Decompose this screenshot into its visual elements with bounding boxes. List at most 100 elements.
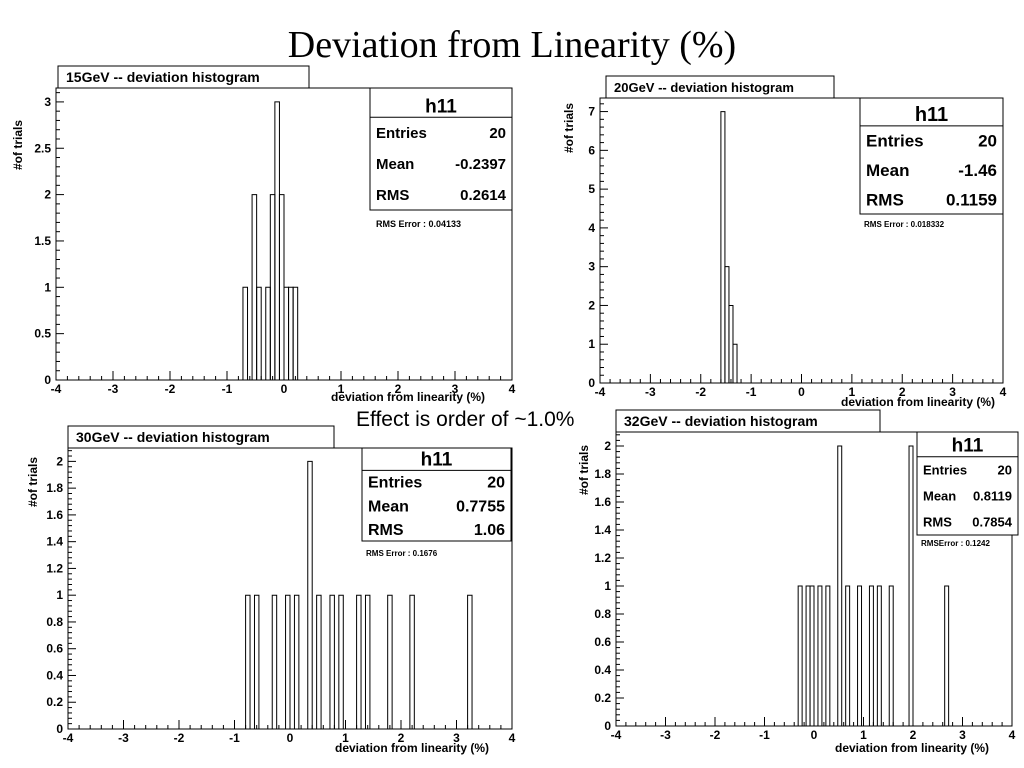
y-tick-label: 0.5: [34, 327, 51, 341]
y-tick-label: 2: [56, 454, 63, 468]
y-tick-label: 3: [588, 260, 595, 274]
title-box: [615, 409, 881, 433]
x-tick-label: -1: [222, 382, 233, 396]
y-tick-label: 0.2: [46, 695, 63, 709]
stats-name: h11: [915, 104, 948, 126]
x-axis-ticks: [615, 717, 1013, 726]
x-tick-label: -3: [118, 731, 129, 745]
histogram-bar: [409, 594, 415, 729]
y-tick-label: 1.4: [46, 535, 63, 549]
effect-note: Effect is order of ~1.0%: [356, 408, 575, 431]
histogram-bins: [720, 111, 738, 383]
y-tick-label: 1.8: [46, 481, 63, 495]
y-tick-label: 1.2: [594, 551, 611, 565]
stats-name: h11: [952, 436, 984, 457]
stats-mean-label: Mean: [923, 488, 956, 503]
stats-rms-value: 0.7854: [972, 515, 1013, 530]
histogram-bar: [245, 594, 251, 729]
y-tick-label: 1: [588, 337, 595, 351]
x-tick-label: -4: [611, 728, 622, 742]
x-tick-label: 4: [509, 382, 516, 396]
y-tick-label: 7: [588, 105, 595, 119]
y-axis-label: #of trials: [11, 120, 25, 170]
y-tick-label: 0.6: [594, 635, 611, 649]
x-tick-label: 0: [287, 731, 294, 745]
stats-entries-label: Entries: [866, 131, 924, 150]
stats-rms-label: RMS: [866, 190, 904, 209]
x-tick-label: -4: [51, 382, 62, 396]
title-box: [605, 75, 835, 99]
x-tick-label: -2: [174, 731, 185, 745]
y-axis-ticks: [68, 450, 76, 730]
y-tick-label: 2: [604, 439, 611, 453]
histogram-bins: [797, 445, 950, 726]
y-tick-label: 1: [56, 588, 63, 602]
histogram-32gev: -4 -3 -2 -1 0 1 2 3 4 0 0.2 0.4 0.6 0.8 1 1.2 1.4 1.6 1.8 2…: [577, 409, 1019, 755]
histogram-bar: [285, 594, 291, 729]
histogram-30gev: -4 -3 -2 -1 0 1 2 3 4 0 0.2 0.4 0.6 0.8 1 1.2 1.4 1.6 1.8 2…: [26, 425, 516, 755]
histogram-bins: [245, 460, 473, 729]
x-tick-label: 1: [849, 385, 856, 399]
x-tick-label: 3: [452, 382, 459, 396]
x-tick-label: 4: [509, 731, 516, 745]
y-tick-label: 6: [588, 143, 595, 157]
histogram-bar: [242, 286, 249, 380]
stats-entries-value: 20: [978, 131, 997, 150]
x-tick-label: 3: [949, 385, 956, 399]
stats-entries-value: 20: [489, 125, 506, 142]
x-tick-label: 1: [860, 728, 867, 742]
x-axis-label: deviation from linearity (%): [841, 395, 995, 409]
x-tick-label: 4: [1009, 728, 1016, 742]
y-tick-label: 0.4: [594, 663, 611, 677]
histogram-bar: [271, 594, 278, 729]
stats-mean-label: Mean: [368, 498, 409, 515]
x-tick-label: -4: [63, 731, 74, 745]
stats-box: [369, 87, 513, 211]
stats-entries-value: 20: [487, 475, 505, 492]
x-tick-label: -3: [645, 385, 656, 399]
slide-title: Deviation from Linearity (%): [287, 24, 737, 66]
y-tick-label: 1.6: [46, 508, 63, 522]
x-axis-label: deviation from linearity (%): [331, 390, 485, 404]
y-tick-label: 0.4: [46, 668, 63, 682]
x-tick-label: 0: [798, 385, 805, 399]
x-tick-label: 0: [811, 728, 818, 742]
stats-box: [916, 431, 1019, 536]
x-tick-label: 4: [1000, 385, 1007, 399]
y-tick-label: 5: [588, 182, 595, 196]
histogram-bar: [868, 585, 874, 726]
histogram-bar: [797, 585, 803, 726]
histogram-bar: [329, 594, 335, 729]
histogram-bar: [364, 594, 371, 729]
histogram-bar: [293, 594, 300, 729]
stats-name: h11: [421, 449, 453, 470]
stats-name: h11: [425, 96, 457, 117]
y-tick-label: 1.4: [594, 523, 611, 537]
y-tick-label: 0.2: [594, 691, 611, 705]
y-tick-label: 1: [604, 579, 611, 593]
y-tick-label: 0: [604, 719, 611, 733]
stats-mean-label: Mean: [866, 161, 909, 180]
x-tick-label: 1: [342, 731, 349, 745]
histogram-bar: [387, 594, 393, 729]
x-tick-label: 0: [281, 382, 288, 396]
histogram-bar: [256, 286, 262, 380]
chart-title: 30GeV -- deviation histogram: [76, 429, 270, 445]
stats-entries-value: 20: [998, 462, 1012, 477]
histogram-bar: [467, 594, 473, 729]
y-tick-label: 0.8: [594, 607, 611, 621]
y-tick-label: 0.8: [46, 615, 63, 629]
y-tick-label: 3: [44, 95, 51, 109]
y-tick-label: 1.8: [594, 467, 611, 481]
x-tick-label: 3: [453, 731, 460, 745]
stats-mean-value: -1.46: [958, 161, 997, 180]
y-tick-label: 1.5: [34, 234, 51, 248]
x-tick-label: 2: [398, 731, 405, 745]
y-tick-label: 0: [588, 376, 595, 390]
title-box: [67, 425, 335, 449]
y-tick-label: 2: [588, 298, 595, 312]
stats-box: [859, 97, 1004, 215]
histogram-bar: [732, 343, 738, 383]
stats-rms-value: 0.2614: [460, 187, 507, 204]
y-tick-label: 4: [588, 221, 595, 235]
